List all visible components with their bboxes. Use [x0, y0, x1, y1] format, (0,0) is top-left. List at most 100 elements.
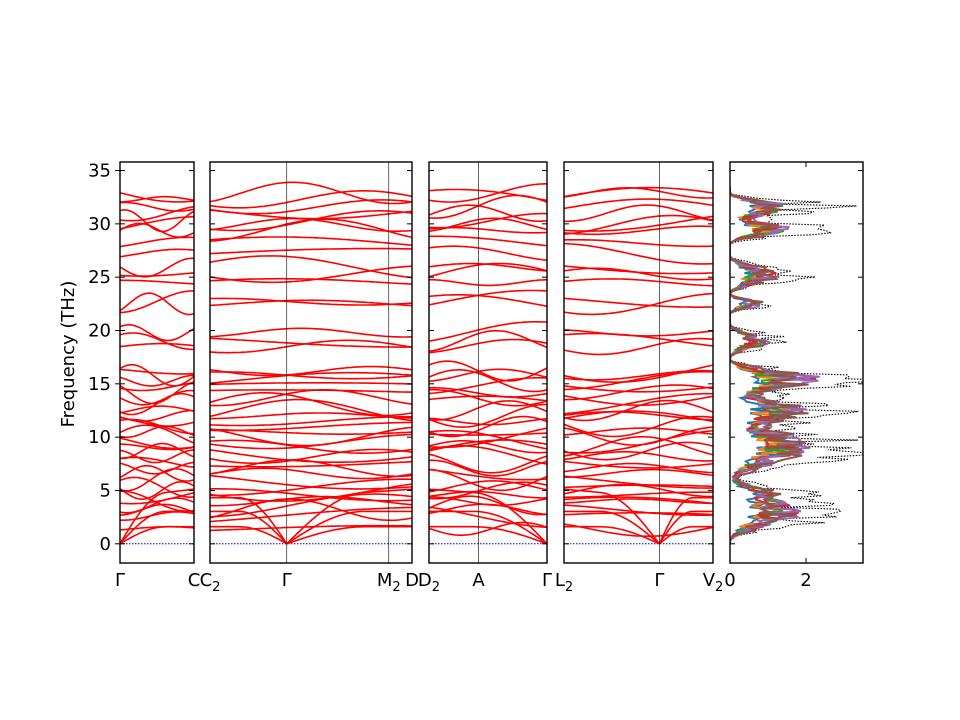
band-line	[210, 190, 412, 209]
band-line	[210, 487, 412, 502]
panel-frame	[428, 161, 548, 564]
kpoint-label: Γ	[115, 570, 125, 591]
y-axis-label: Frequency (THz)	[58, 281, 79, 428]
band-line	[429, 395, 547, 402]
band-line	[120, 363, 194, 387]
band-line	[564, 187, 713, 199]
band-line	[429, 329, 547, 353]
band-line	[429, 468, 547, 492]
band-line	[429, 188, 547, 202]
band-line	[120, 222, 194, 238]
band-line	[564, 337, 713, 356]
kpoint-label: C2	[200, 570, 221, 595]
band-line	[210, 460, 412, 468]
band-line	[564, 460, 713, 469]
band-line	[210, 371, 412, 380]
band-line	[120, 332, 194, 351]
band-panel-3: D2 A Γ	[418, 161, 552, 595]
band-line	[429, 427, 547, 449]
band-line	[429, 468, 547, 481]
band-line	[564, 462, 713, 474]
band-line	[120, 248, 194, 258]
band-line	[429, 289, 547, 306]
band-line	[120, 389, 194, 406]
band-line	[120, 442, 194, 460]
band-line	[564, 475, 713, 489]
band-line	[210, 255, 412, 279]
band-line	[564, 385, 713, 393]
band-lines	[564, 186, 713, 545]
band-line	[429, 293, 547, 307]
band-line	[120, 290, 194, 314]
band-line	[120, 205, 194, 222]
y-tick-label: 35	[88, 161, 111, 182]
dos-frame	[729, 161, 864, 564]
y-tick-label: 25	[88, 267, 111, 288]
band-line	[429, 490, 547, 499]
band-line	[120, 209, 194, 233]
band-line	[120, 467, 194, 492]
band-line	[120, 456, 194, 469]
band-line	[564, 395, 713, 407]
band-line	[564, 468, 713, 479]
band-line	[429, 444, 547, 465]
band-line	[120, 279, 194, 285]
partial-dos-curve	[730, 186, 809, 544]
band-line	[120, 480, 194, 501]
band-line	[210, 391, 412, 417]
band-line	[210, 299, 412, 307]
band-line	[564, 450, 713, 462]
kpoint-label: A	[472, 570, 485, 591]
kpoint-label: D2	[418, 570, 440, 595]
band-line	[564, 491, 713, 499]
acoustic-branch	[429, 510, 547, 545]
band-line	[210, 327, 412, 338]
band-line	[120, 195, 194, 203]
kpoint-label: Γ	[282, 570, 292, 591]
band-line	[564, 225, 713, 236]
band-panel-1: Γ C 0 5 10 15 20 25 30 35	[88, 161, 200, 591]
dos-x-tick-label: 0	[724, 570, 735, 591]
band-line	[564, 278, 713, 287]
band-line	[210, 389, 412, 393]
band-lines	[120, 192, 194, 545]
band-line	[429, 204, 547, 222]
band-line	[429, 432, 547, 436]
band-line	[564, 239, 713, 248]
band-line	[564, 392, 713, 415]
band-line	[564, 441, 713, 461]
y-tick-label: 5	[100, 480, 111, 501]
band-line	[120, 476, 194, 499]
band-line	[120, 236, 194, 248]
kpoint-label: M2	[377, 570, 401, 595]
band-line	[210, 381, 412, 386]
band-line	[120, 368, 194, 375]
y-tick-label: 30	[88, 214, 111, 235]
band-line	[120, 464, 194, 482]
y-tick-label: 15	[88, 374, 111, 395]
band-line	[564, 204, 713, 223]
acoustic-branch	[120, 488, 194, 545]
kpoint-label: Γ	[654, 570, 664, 591]
band-line	[429, 368, 547, 382]
band-line	[120, 272, 194, 277]
band-line	[120, 201, 194, 212]
band-line	[210, 236, 412, 246]
band-line	[120, 257, 194, 278]
band-line	[210, 449, 412, 464]
panel-frame	[563, 161, 714, 564]
band-line	[564, 498, 713, 505]
band-line	[120, 381, 194, 405]
band-line	[210, 421, 412, 432]
kpoint-label: D	[405, 570, 419, 591]
band-line	[120, 342, 194, 348]
band-line	[429, 459, 547, 477]
band-line	[564, 242, 713, 265]
panel-frame	[119, 161, 195, 564]
band-line	[429, 338, 547, 354]
band-line	[429, 262, 547, 272]
band-line	[564, 511, 713, 516]
partial-dos-curve	[730, 186, 800, 544]
band-line	[429, 183, 547, 203]
